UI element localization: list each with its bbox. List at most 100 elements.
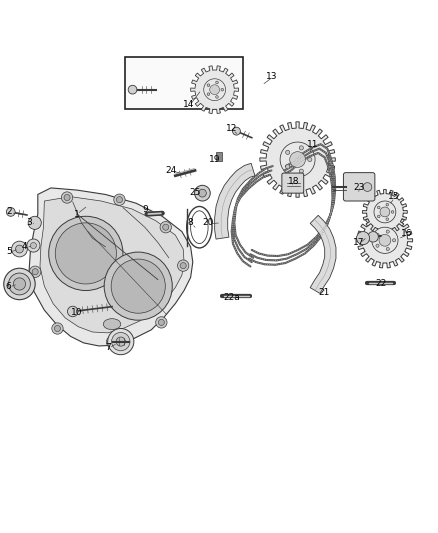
- Circle shape: [49, 216, 123, 290]
- Circle shape: [233, 127, 240, 135]
- Circle shape: [114, 194, 125, 205]
- Circle shape: [9, 273, 30, 295]
- Text: 23: 23: [353, 183, 364, 192]
- Circle shape: [54, 326, 60, 332]
- Circle shape: [112, 333, 130, 351]
- Circle shape: [177, 260, 189, 271]
- Text: 11: 11: [307, 140, 318, 149]
- Circle shape: [299, 169, 304, 173]
- Circle shape: [368, 231, 378, 242]
- Polygon shape: [310, 215, 336, 293]
- Circle shape: [158, 319, 164, 326]
- Circle shape: [386, 230, 389, 233]
- Circle shape: [32, 269, 38, 275]
- Text: 12: 12: [226, 125, 238, 133]
- Circle shape: [286, 165, 290, 169]
- Circle shape: [52, 323, 63, 334]
- Text: 16: 16: [401, 229, 413, 238]
- Circle shape: [28, 216, 41, 229]
- Circle shape: [4, 268, 35, 300]
- Text: 14: 14: [183, 100, 194, 109]
- Text: 22: 22: [375, 279, 386, 288]
- Text: 18: 18: [287, 177, 299, 186]
- Circle shape: [376, 244, 379, 247]
- Circle shape: [55, 223, 117, 284]
- Circle shape: [221, 88, 223, 91]
- Circle shape: [64, 195, 70, 200]
- Circle shape: [207, 84, 210, 86]
- Circle shape: [128, 85, 137, 94]
- Text: 15: 15: [388, 192, 399, 201]
- Bar: [125, 57, 243, 109]
- Circle shape: [210, 85, 219, 94]
- Circle shape: [61, 192, 73, 203]
- Circle shape: [374, 201, 396, 223]
- Text: 20: 20: [202, 219, 214, 228]
- Circle shape: [117, 197, 123, 203]
- Circle shape: [379, 235, 391, 246]
- Circle shape: [290, 152, 305, 167]
- Circle shape: [15, 245, 23, 253]
- Circle shape: [372, 227, 398, 253]
- Circle shape: [363, 183, 372, 191]
- Text: 19: 19: [209, 155, 220, 164]
- Polygon shape: [40, 197, 184, 333]
- Circle shape: [280, 142, 315, 177]
- Polygon shape: [191, 66, 239, 114]
- Text: 25: 25: [189, 188, 201, 197]
- Circle shape: [109, 339, 115, 345]
- Circle shape: [386, 204, 389, 206]
- Circle shape: [215, 81, 218, 84]
- Circle shape: [386, 247, 389, 251]
- Circle shape: [111, 259, 165, 313]
- Circle shape: [162, 224, 169, 230]
- Text: 1: 1: [74, 209, 80, 219]
- Text: 8: 8: [188, 219, 194, 228]
- Polygon shape: [363, 190, 407, 235]
- Circle shape: [108, 328, 134, 354]
- Circle shape: [204, 79, 226, 101]
- Circle shape: [116, 337, 125, 346]
- Circle shape: [13, 278, 25, 290]
- Circle shape: [286, 150, 290, 155]
- Circle shape: [391, 211, 394, 213]
- Text: 3: 3: [26, 219, 32, 228]
- Circle shape: [198, 189, 206, 197]
- Polygon shape: [260, 122, 336, 197]
- Circle shape: [30, 243, 36, 248]
- Text: 9: 9: [142, 205, 148, 214]
- Circle shape: [7, 207, 15, 216]
- Circle shape: [299, 146, 304, 150]
- Circle shape: [386, 218, 389, 221]
- Circle shape: [160, 222, 171, 233]
- Circle shape: [380, 207, 390, 217]
- Text: 22a: 22a: [224, 293, 240, 302]
- Text: 17: 17: [353, 238, 364, 247]
- Text: 10: 10: [71, 308, 83, 317]
- Text: 13: 13: [265, 72, 277, 81]
- Polygon shape: [357, 213, 413, 268]
- Circle shape: [392, 239, 396, 242]
- Text: 6: 6: [6, 281, 11, 290]
- Circle shape: [207, 93, 210, 95]
- Polygon shape: [215, 163, 255, 239]
- Ellipse shape: [103, 319, 121, 329]
- Circle shape: [180, 263, 186, 269]
- Polygon shape: [29, 188, 193, 346]
- Text: 5: 5: [7, 247, 12, 256]
- Circle shape: [155, 317, 167, 328]
- Circle shape: [378, 206, 380, 209]
- Circle shape: [104, 252, 172, 320]
- Circle shape: [106, 336, 118, 348]
- Circle shape: [357, 231, 370, 245]
- Text: 24: 24: [166, 166, 177, 175]
- Circle shape: [215, 95, 218, 98]
- FancyBboxPatch shape: [343, 173, 375, 201]
- Circle shape: [194, 185, 210, 201]
- FancyBboxPatch shape: [282, 173, 304, 193]
- Circle shape: [27, 239, 40, 252]
- Circle shape: [67, 306, 78, 317]
- Circle shape: [308, 157, 312, 161]
- Circle shape: [378, 215, 380, 217]
- Circle shape: [12, 241, 27, 257]
